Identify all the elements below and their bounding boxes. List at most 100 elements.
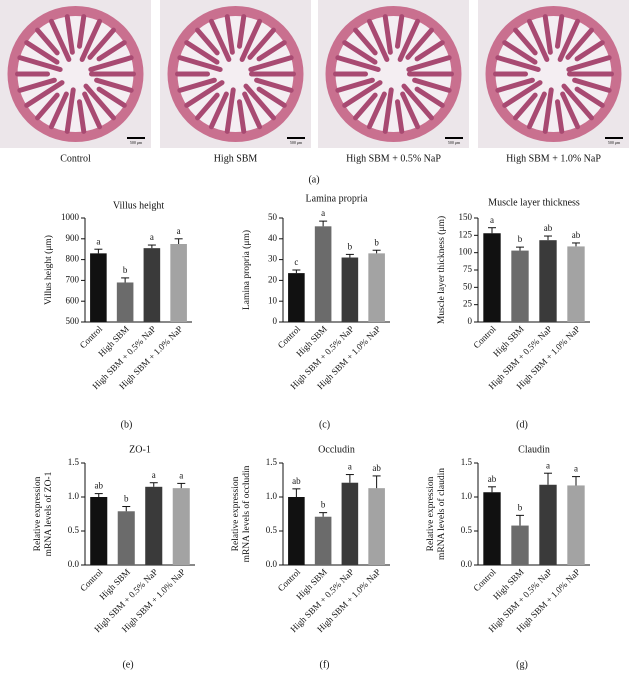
image-caption: High SBM + 1.0% NaP xyxy=(506,153,601,164)
villus xyxy=(242,91,263,130)
intestine-lumen xyxy=(177,16,294,132)
villus xyxy=(48,18,72,62)
panel-label: (e) xyxy=(122,659,133,670)
villus xyxy=(513,27,538,56)
chart-title: Lamina propria xyxy=(306,193,368,204)
y-tick-label: 0.5 xyxy=(266,525,278,535)
significance-letter: b xyxy=(518,234,523,244)
scale-bar-label: 500 μm xyxy=(448,140,461,145)
bar xyxy=(145,486,163,565)
bar xyxy=(567,246,585,322)
y-tick-label: 0.5 xyxy=(461,525,473,535)
bar xyxy=(90,497,108,565)
bar xyxy=(511,525,529,565)
villi xyxy=(15,14,136,134)
y-tick-label: 900 xyxy=(66,233,80,243)
y-tick-label: 0.0 xyxy=(266,559,278,569)
significance-letter: a xyxy=(177,226,181,236)
bar xyxy=(567,485,585,565)
scale-bar xyxy=(605,137,623,139)
villus xyxy=(412,77,452,93)
villus xyxy=(400,91,421,130)
y-axis-label: Villus height (μm) xyxy=(43,235,54,305)
villus xyxy=(177,77,217,93)
error-bar xyxy=(94,248,103,254)
villus xyxy=(335,77,375,93)
villus xyxy=(366,18,390,62)
significance-letter: ab xyxy=(292,476,301,486)
villus xyxy=(224,14,235,55)
significance-letter: a xyxy=(321,208,325,218)
error-bar xyxy=(572,242,580,247)
panel-label: (f) xyxy=(320,659,330,670)
intestine-lumen xyxy=(495,16,612,132)
y-tick-label: 100 xyxy=(459,247,473,257)
villus xyxy=(366,91,387,130)
y-tick-label: 50 xyxy=(463,281,473,291)
villus xyxy=(560,91,581,130)
significance-letter: a xyxy=(152,470,156,480)
scale-bar xyxy=(287,137,305,139)
villus xyxy=(82,91,103,130)
y-tick-label: 50 xyxy=(268,212,278,222)
bar xyxy=(314,516,332,565)
error-bar xyxy=(94,493,103,497)
villus xyxy=(495,55,541,72)
scale-bar-label: 500 μm xyxy=(290,140,303,145)
significance-letter: ab xyxy=(372,463,381,473)
error-bar xyxy=(488,227,496,234)
villus xyxy=(208,91,229,130)
bar xyxy=(539,240,557,322)
villus xyxy=(35,27,60,56)
villus xyxy=(574,40,605,62)
y-tick-label: 600 xyxy=(66,295,80,305)
y-tick-label: 1.0 xyxy=(266,491,278,501)
scale-bar xyxy=(445,137,463,139)
villi xyxy=(493,14,614,134)
villus xyxy=(79,18,103,62)
villus xyxy=(557,18,581,62)
y-axis-label: Lamina propria (μm) xyxy=(241,230,252,310)
villus xyxy=(561,83,594,121)
villus xyxy=(236,99,247,134)
bar xyxy=(368,253,385,322)
villus xyxy=(177,55,223,72)
villus xyxy=(394,14,405,49)
panel-label: (d) xyxy=(516,419,528,430)
image-caption: High SBM xyxy=(214,153,258,164)
villus xyxy=(224,87,236,134)
bar xyxy=(341,257,359,322)
significance-letter: a xyxy=(150,232,154,242)
error-bar xyxy=(319,512,328,517)
villus xyxy=(565,27,594,60)
villus xyxy=(17,77,57,93)
error-bar xyxy=(516,246,524,251)
error-bar xyxy=(544,472,552,485)
bar xyxy=(539,484,557,565)
significance-letter: a xyxy=(348,462,352,472)
villus xyxy=(24,80,65,108)
villus xyxy=(87,27,116,60)
error-bar xyxy=(319,220,328,227)
bar xyxy=(90,253,107,322)
significance-letter: ab xyxy=(572,230,581,240)
error-bar xyxy=(488,486,496,493)
error-bar xyxy=(345,474,354,483)
villus xyxy=(574,86,605,108)
villus xyxy=(24,40,60,65)
scale-bar-label: 500 μm xyxy=(130,140,143,145)
error-bar xyxy=(544,235,552,241)
significance-letter: ab xyxy=(544,223,553,233)
villus xyxy=(254,77,294,93)
image-caption: High SBM + 0.5% NaP xyxy=(346,153,441,164)
villus xyxy=(414,40,445,62)
villus xyxy=(401,83,434,121)
bar xyxy=(288,497,305,565)
y-tick-label: 10 xyxy=(268,295,278,305)
scale-bar-label: 500 μm xyxy=(608,140,621,145)
villus xyxy=(88,55,134,72)
bar xyxy=(172,488,190,565)
x-tick-label: Control xyxy=(471,323,498,350)
villus xyxy=(195,92,220,121)
y-tick-label: 150 xyxy=(459,212,473,222)
